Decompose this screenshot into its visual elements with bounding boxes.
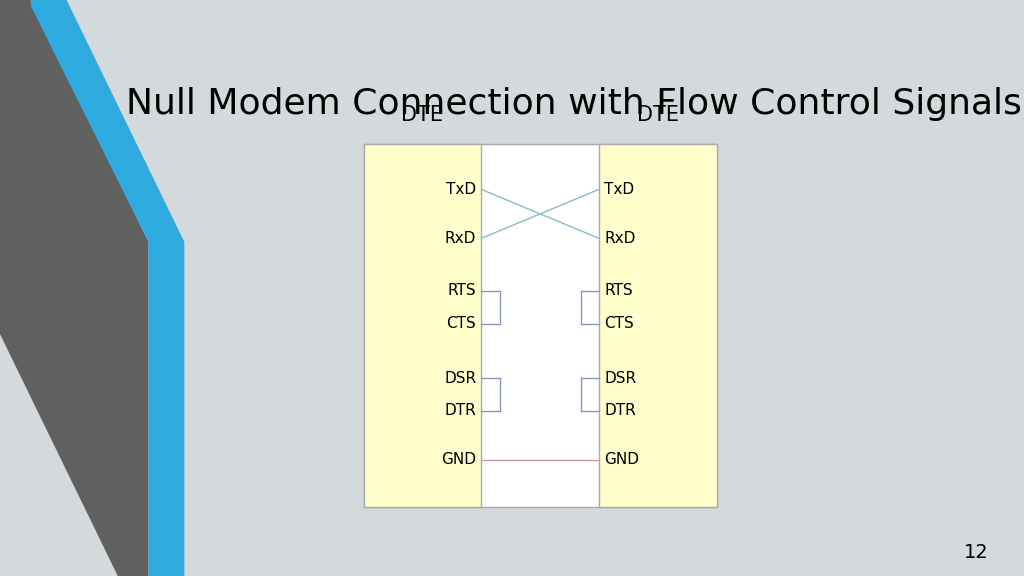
- Text: RxD: RxD: [444, 231, 476, 246]
- Polygon shape: [31, 0, 184, 576]
- Text: CTS: CTS: [604, 316, 634, 331]
- Text: DSR: DSR: [604, 370, 636, 385]
- Polygon shape: [0, 0, 148, 576]
- Text: DTR: DTR: [444, 403, 476, 418]
- Text: RTS: RTS: [604, 283, 633, 298]
- Text: TxD: TxD: [446, 182, 476, 197]
- Text: GND: GND: [441, 452, 476, 467]
- Text: DTE: DTE: [637, 105, 679, 125]
- Text: CTS: CTS: [446, 316, 476, 331]
- Text: DTE: DTE: [401, 105, 443, 125]
- Text: 12: 12: [964, 544, 988, 562]
- Bar: [364, 144, 481, 507]
- Text: RxD: RxD: [604, 231, 636, 246]
- Text: Null Modem Connection with Flow Control Signals: Null Modem Connection with Flow Control …: [126, 86, 1021, 121]
- Text: DTR: DTR: [604, 403, 636, 418]
- Text: TxD: TxD: [604, 182, 634, 197]
- Bar: [599, 144, 717, 507]
- Text: DSR: DSR: [444, 370, 476, 385]
- Text: GND: GND: [604, 452, 639, 467]
- Bar: [364, 144, 717, 507]
- Text: RTS: RTS: [447, 283, 476, 298]
